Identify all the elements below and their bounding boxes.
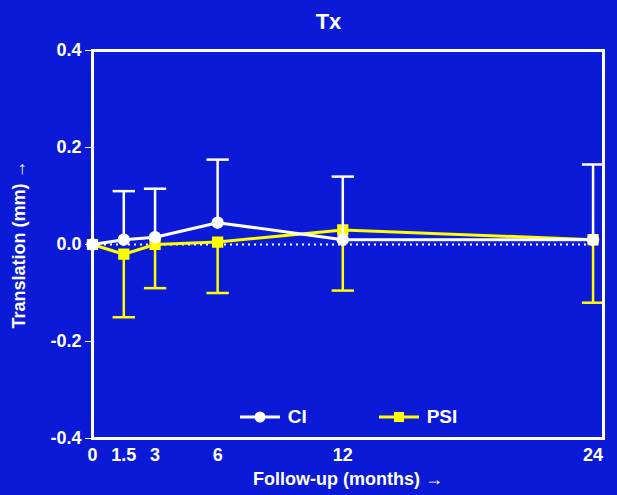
svg-text:-0.4: -0.4 xyxy=(50,428,81,448)
svg-text:3: 3 xyxy=(150,445,160,465)
svg-text:0.4: 0.4 xyxy=(56,40,81,60)
svg-text:Translation (mm) →: Translation (mm) → xyxy=(9,160,29,328)
html-text:Tx: Tx xyxy=(315,9,342,34)
svg-text:12: 12 xyxy=(333,445,353,465)
svg-text:-0.2: -0.2 xyxy=(50,331,81,351)
svg-text:0: 0 xyxy=(87,445,97,465)
svg-text:0.2: 0.2 xyxy=(56,137,81,157)
svg-text:1.5: 1.5 xyxy=(111,445,136,465)
html-text:CI: CI xyxy=(287,406,307,427)
html-text:PSI: PSI xyxy=(426,406,458,427)
svg-text:24: 24 xyxy=(583,445,603,465)
svg-text:Follow-up (months) →: Follow-up (months) → xyxy=(253,469,443,489)
svg-text:0.0: 0.0 xyxy=(56,234,81,254)
svg-text:6: 6 xyxy=(213,445,223,465)
